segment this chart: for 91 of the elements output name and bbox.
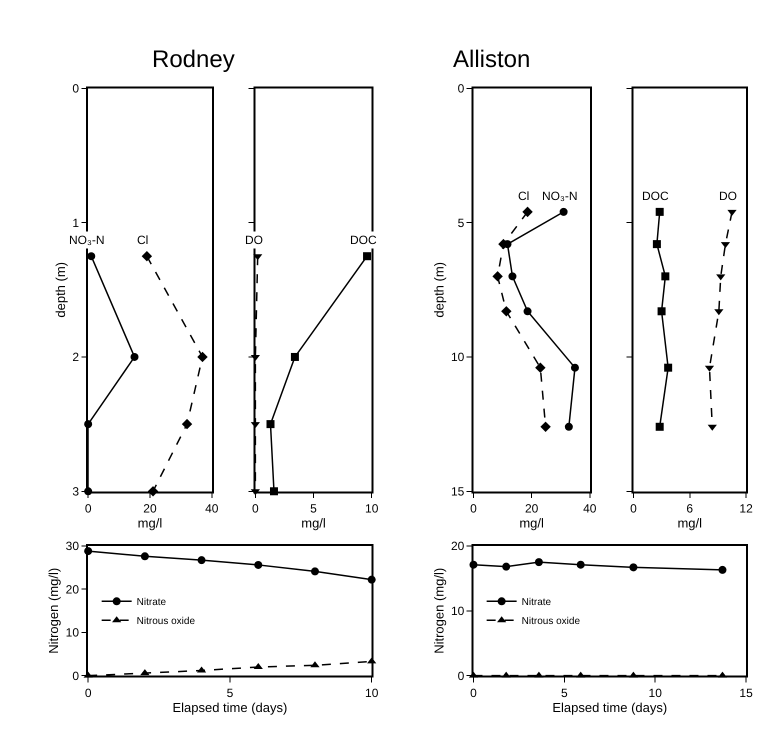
point bbox=[664, 364, 672, 372]
point bbox=[492, 271, 503, 282]
point bbox=[130, 352, 139, 361]
legend-label: Nitrous oxide bbox=[136, 616, 196, 628]
series-label: DOC bbox=[642, 189, 669, 203]
x-tick-label: 5 bbox=[561, 686, 568, 700]
x-tick-label: 5 bbox=[226, 686, 234, 700]
point bbox=[535, 362, 546, 373]
x-axis-title: Elapsed time (days) bbox=[172, 700, 288, 715]
x-tick-label: 10 bbox=[365, 686, 379, 700]
x-tick-label: 0 bbox=[470, 686, 478, 700]
x-tick-label: 10 bbox=[648, 686, 662, 700]
series-label: Cl bbox=[518, 189, 530, 203]
x-tick-label: 6 bbox=[686, 501, 694, 516]
point bbox=[363, 252, 372, 260]
point bbox=[254, 560, 262, 569]
y-tick-label: 10 bbox=[450, 604, 465, 618]
x-tick-label: 0 bbox=[252, 501, 260, 516]
y-tick-label: 0 bbox=[72, 668, 80, 683]
x-tick-label: 15 bbox=[739, 686, 754, 700]
y-tick-label: 2 bbox=[72, 350, 80, 364]
x-tick-label: 5 bbox=[310, 501, 318, 516]
y-tick-label: 0 bbox=[72, 82, 80, 96]
y-axis-title: depth (m) bbox=[52, 262, 68, 318]
x-axis-title: mg/l bbox=[138, 516, 162, 531]
point bbox=[266, 420, 274, 428]
point bbox=[652, 240, 661, 248]
point bbox=[524, 307, 532, 316]
point bbox=[718, 566, 726, 574]
x-tick-label: 10 bbox=[365, 501, 379, 516]
point bbox=[182, 418, 192, 430]
point bbox=[87, 252, 96, 260]
y-tick-label: 1 bbox=[72, 216, 80, 230]
point bbox=[576, 560, 585, 569]
point bbox=[560, 208, 568, 216]
y-tick-label: 30 bbox=[66, 539, 80, 554]
x-tick-label: 0 bbox=[470, 501, 478, 516]
chart-title: Rodney bbox=[152, 46, 235, 73]
series-label: DO bbox=[245, 233, 263, 247]
point bbox=[661, 272, 670, 280]
point bbox=[310, 567, 319, 576]
series-label: DO bbox=[719, 189, 737, 203]
y-tick-label: 10 bbox=[450, 350, 465, 364]
y-axis-title: Nitrogen (mg/l) bbox=[46, 568, 62, 654]
y-tick-label: 20 bbox=[66, 582, 80, 596]
point bbox=[142, 251, 152, 262]
point bbox=[570, 364, 579, 372]
series-label: NO₃-N bbox=[69, 233, 105, 247]
point bbox=[197, 352, 208, 362]
series-label: DOC bbox=[350, 233, 377, 247]
point bbox=[540, 422, 551, 432]
x-tick-label: 0 bbox=[84, 501, 92, 516]
y-tick-label: 20 bbox=[450, 539, 465, 554]
point bbox=[501, 306, 512, 316]
point bbox=[658, 307, 666, 316]
point bbox=[290, 352, 299, 361]
y-tick-label: 3 bbox=[72, 484, 80, 498]
y-tick-label: 0 bbox=[458, 668, 465, 683]
point bbox=[534, 558, 543, 566]
point bbox=[656, 422, 664, 431]
point bbox=[522, 206, 533, 218]
point bbox=[629, 563, 638, 572]
y-axis-title: Nitrogen (mg/l) bbox=[431, 568, 446, 654]
y-axis-title: depth (m) bbox=[431, 262, 446, 318]
x-axis-title: mg/l bbox=[677, 516, 702, 531]
y-tick-label: 0 bbox=[458, 82, 465, 96]
point bbox=[508, 272, 516, 280]
x-tick-label: 12 bbox=[739, 501, 754, 516]
point bbox=[140, 552, 149, 560]
y-tick-label: 15 bbox=[450, 484, 465, 498]
x-axis-title: Elapsed time (days) bbox=[552, 700, 668, 715]
x-tick-label: 40 bbox=[583, 501, 597, 516]
x-tick-label: 0 bbox=[630, 501, 638, 516]
x-tick-label: 0 bbox=[84, 686, 92, 700]
point bbox=[656, 208, 664, 216]
series-label: Cl bbox=[137, 233, 148, 247]
x-axis-title: mg/l bbox=[519, 516, 544, 531]
legend-label: Nitrous oxide bbox=[522, 616, 580, 628]
legend-label: Nitrate bbox=[522, 597, 552, 608]
legend-label: Nitrate bbox=[136, 597, 167, 608]
x-tick-label: 40 bbox=[205, 501, 219, 516]
x-axis-title: mg/l bbox=[301, 516, 326, 531]
point bbox=[564, 422, 573, 431]
point bbox=[198, 556, 206, 564]
chart-title: Alliston bbox=[453, 46, 530, 73]
x-tick-label: 20 bbox=[143, 501, 157, 516]
y-tick-label: 5 bbox=[458, 216, 465, 230]
series-label: NO₃-N bbox=[542, 189, 578, 203]
x-tick-label: 20 bbox=[524, 501, 539, 516]
point bbox=[502, 562, 510, 571]
y-tick-label: 10 bbox=[66, 626, 80, 640]
